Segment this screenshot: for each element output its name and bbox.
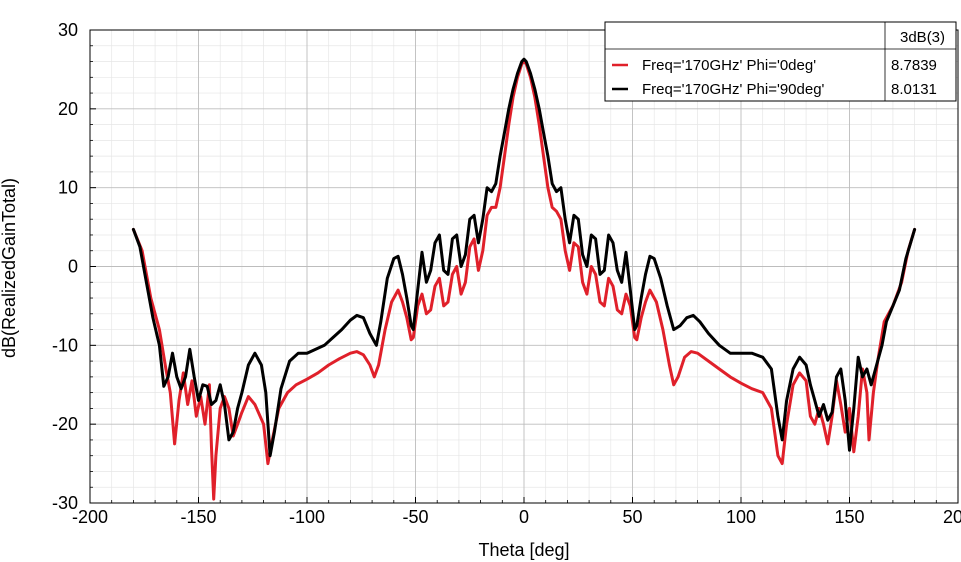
- x-tick-label: 100: [726, 507, 756, 527]
- y-tick-label: 20: [58, 99, 78, 119]
- legend-label-phi-90: Freq='170GHz' Phi='90deg': [642, 81, 825, 98]
- x-tick-labels: -200 -150 -100 -50 0 50 100 150 200: [72, 507, 961, 527]
- y-tick-label: -10: [52, 335, 78, 355]
- x-axis-label: Theta [deg]: [478, 540, 569, 560]
- y-tick-label: -30: [52, 493, 78, 513]
- legend-header: 3dB(3): [900, 29, 945, 46]
- legend: 3dB(3) Freq='170GHz' Phi='0deg' 8.7839 F…: [604, 21, 957, 102]
- x-tick-label: 200: [943, 507, 961, 527]
- x-tick-label: -50: [402, 507, 428, 527]
- legend-box: [604, 21, 957, 102]
- y-tick-label: 10: [58, 178, 78, 198]
- axis-ticks: [89, 29, 959, 504]
- y-tick-label: 30: [58, 20, 78, 40]
- legend-value-phi-0: 8.7839: [891, 57, 937, 74]
- x-tick-label: -200: [72, 507, 108, 527]
- y-tick-labels: -30 -20 -10 0 10 20 30: [52, 20, 78, 513]
- x-tick-label: 50: [622, 507, 642, 527]
- x-tick-label: -100: [289, 507, 325, 527]
- series-line-phi-90: [131, 57, 917, 458]
- legend-label-phi-0: Freq='170GHz' Phi='0deg': [642, 57, 816, 74]
- x-tick-label: 150: [834, 507, 864, 527]
- y-tick-label: 0: [68, 257, 78, 277]
- major-grid: [90, 30, 958, 503]
- y-axis-label: dB(RealizedGainTotal): [0, 178, 19, 358]
- legend-value-phi-90: 8.0131: [891, 81, 937, 98]
- y-tick-label: -20: [52, 414, 78, 434]
- series-layer: [131, 57, 917, 501]
- x-tick-label: -150: [180, 507, 216, 527]
- x-tick-label: 0: [519, 507, 529, 527]
